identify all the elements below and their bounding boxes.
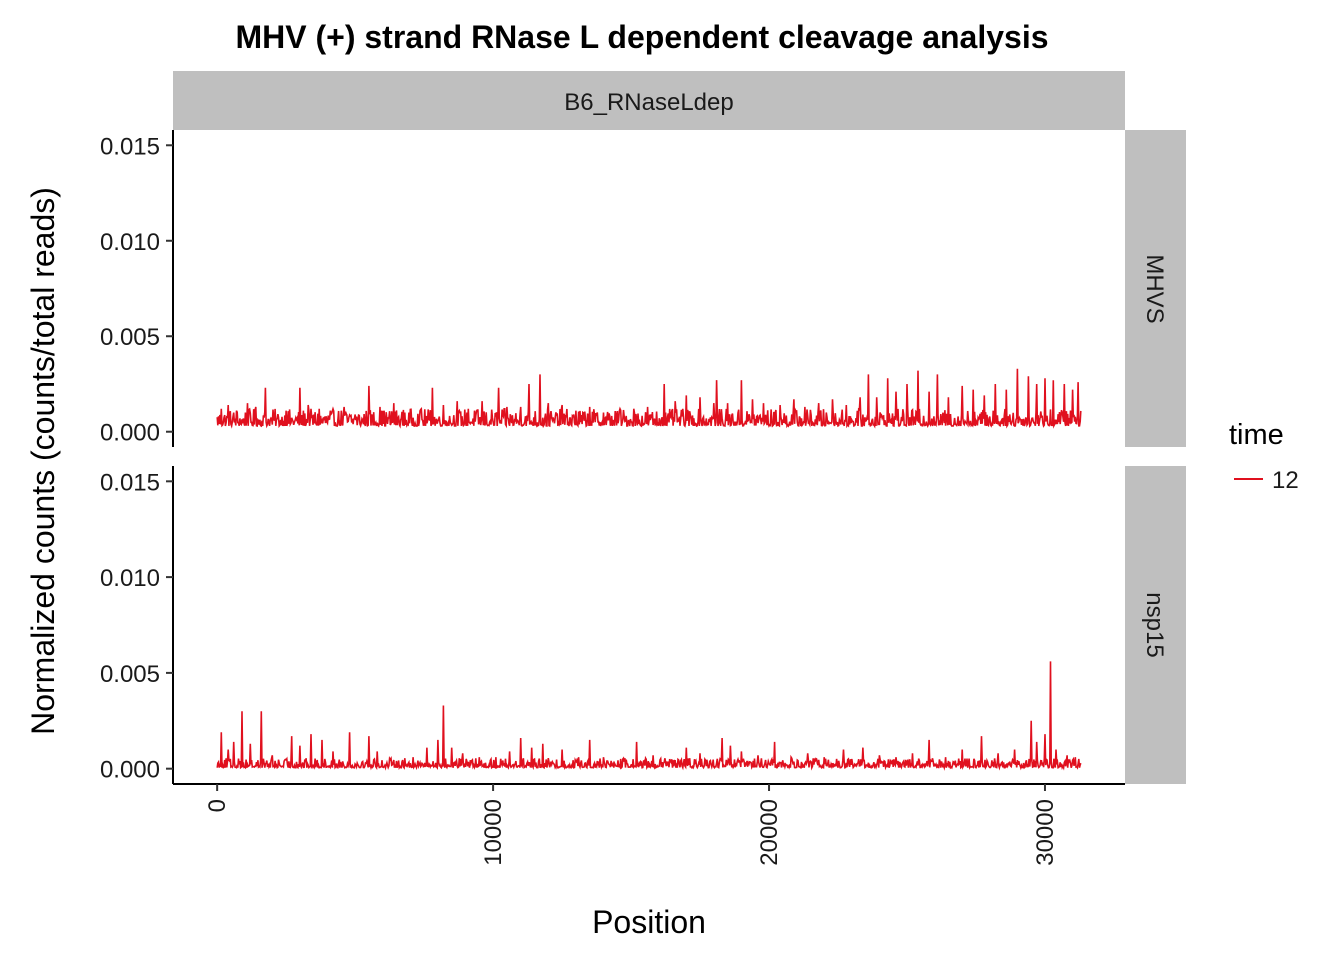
x-tick-label: 30000 (1032, 799, 1059, 866)
y-tick-label: 0.010 (100, 565, 160, 592)
legend-title: time (1229, 419, 1284, 451)
series-line-MHVS (216, 368, 1082, 429)
row-strip-background-nsp15 (1125, 466, 1186, 784)
x-tick-label: 0 (204, 799, 231, 812)
y-axis-title: Normalized counts (counts/total reads) (25, 187, 61, 735)
row-strip-background-mhvs (1125, 130, 1186, 447)
x-tick-label: 10000 (480, 799, 507, 866)
x-axis: 0 10000 20000 30000 (173, 783, 1125, 866)
chart-title: MHV (+) strand RNase L dependent cleavag… (235, 19, 1048, 55)
y-tick-label: 0.015 (100, 469, 160, 496)
plot-panels: 0.000 0.005 0.010 0.015 0.000 0.005 0.010 0.015 (100, 130, 1082, 784)
y-tick-label: 0.000 (100, 757, 160, 784)
column-strip-background (173, 71, 1125, 130)
panel-nsp15: 0.000 0.005 0.010 0.015 (100, 466, 1082, 784)
panel-MHVS: 0.000 0.005 0.010 0.015 (100, 130, 1082, 447)
x-tick-label: 20000 (756, 799, 783, 866)
y-tick-label: 0.015 (100, 133, 160, 160)
y-tick-label: 0.005 (100, 661, 160, 688)
y-tick-label: 0.010 (100, 229, 160, 256)
row-strip-label-mhvs: MHVS (1141, 254, 1168, 323)
column-strip-label: B6_RNaseLdep (564, 89, 733, 116)
y-tick-label: 0.005 (100, 324, 160, 351)
row-strip-label-nsp15: nsp15 (1141, 592, 1168, 657)
x-axis-title: Position (592, 904, 706, 940)
y-tick-label: 0.000 (100, 420, 160, 447)
legend-label: 12 (1272, 467, 1299, 494)
series-line-nsp15 (216, 661, 1082, 771)
